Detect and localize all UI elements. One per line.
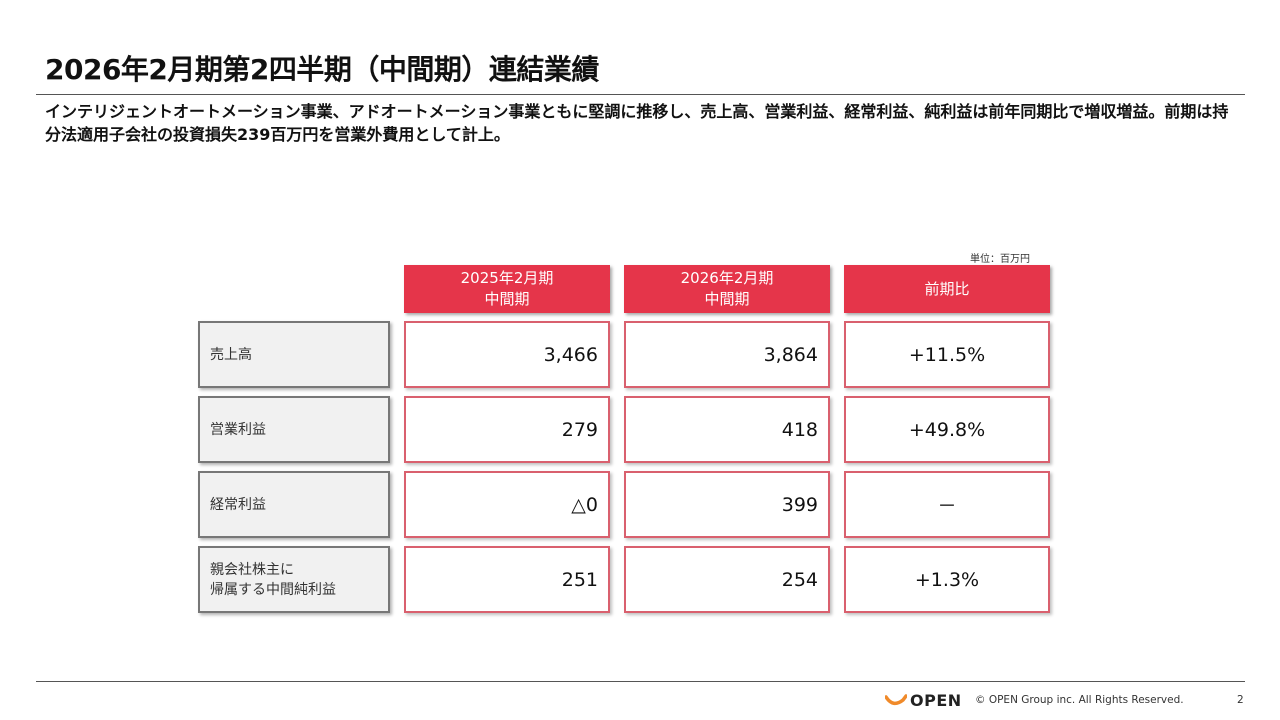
- cell-prev: △0: [404, 471, 610, 538]
- row-label-text: 売上高: [210, 346, 252, 363]
- row-label-text: 親会社株主に: [210, 561, 294, 578]
- footer-divider: [36, 681, 1245, 682]
- cell-prev: 251: [404, 546, 610, 613]
- cell-curr: 399: [624, 471, 830, 538]
- header-line: 中間期: [704, 290, 750, 308]
- row-label-text: 帰属する中間純利益: [210, 581, 336, 598]
- header-line: 2025年2月期: [460, 269, 554, 287]
- cell-prev: 3,466: [404, 321, 610, 388]
- header-line: 中間期: [484, 290, 530, 308]
- title-divider: [36, 94, 1245, 95]
- copyright: © OPEN Group inc. All Rights Reserved.: [975, 694, 1184, 706]
- header-curr-period: 2026年2月期 中間期: [624, 265, 830, 313]
- row-label-text: 営業利益: [210, 421, 266, 438]
- cell-curr: 254: [624, 546, 830, 613]
- row-label: 売上高: [198, 321, 390, 388]
- header-line: 前期比: [924, 279, 970, 298]
- logo-text: OPEN: [910, 691, 962, 710]
- header-line: 2026年2月期: [680, 269, 774, 287]
- header-change: 前期比: [844, 265, 1050, 313]
- row-label: 親会社株主に帰属する中間純利益: [198, 546, 390, 613]
- cell-change: +1.3%: [844, 546, 1050, 613]
- unit-label: 単位：百万円: [970, 254, 1030, 265]
- page-number: 2: [1237, 694, 1244, 706]
- summary-text: インテリジェントオートメーション事業、アドオートメーション事業ともに堅調に推移し…: [45, 102, 1229, 144]
- cell-change: +11.5%: [844, 321, 1050, 388]
- header-prev-period: 2025年2月期 中間期: [404, 265, 610, 313]
- logo-swoosh-icon: [885, 693, 907, 705]
- row-label: 営業利益: [198, 396, 390, 463]
- open-logo: OPEN: [885, 691, 962, 710]
- cell-curr: 3,864: [624, 321, 830, 388]
- cell-curr: 418: [624, 396, 830, 463]
- cell-prev: 279: [404, 396, 610, 463]
- cell-change: +49.8%: [844, 396, 1050, 463]
- cell-change: －: [844, 471, 1050, 538]
- row-label: 経常利益: [198, 471, 390, 538]
- row-label-text: 経常利益: [210, 496, 266, 513]
- page-title: 2026年2月期第2四半期（中間期）連結業績: [45, 53, 599, 86]
